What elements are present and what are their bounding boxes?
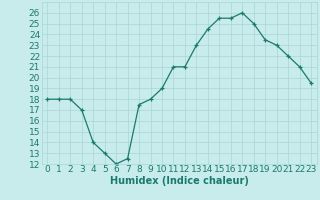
X-axis label: Humidex (Indice chaleur): Humidex (Indice chaleur) [110, 176, 249, 186]
